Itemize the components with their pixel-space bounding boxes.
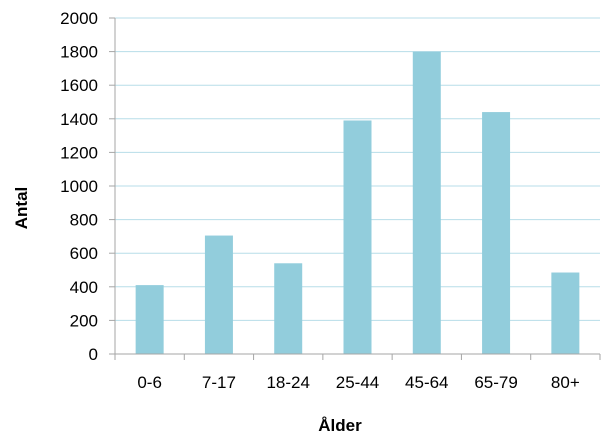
y-tick-label: 600 [70,244,98,263]
y-tick-labels: 0 200 400 600 800 1000 1200 1400 1600 1800 2000 [60,9,98,364]
y-tick-label: 1800 [60,43,98,62]
bar-80+ [551,272,580,354]
y-tick-label: 0 [89,345,98,364]
x-tick-label: 25-44 [336,373,379,392]
x-tick-label: 45-64 [405,373,448,392]
bar-65-79 [482,112,511,354]
y-tick-label: 1400 [60,110,98,129]
y-axis-title: Antal [12,187,31,230]
y-tick-label: 1000 [60,177,98,196]
x-tick-labels: 0-6 7-17 18-24 25-44 45-64 65-79 80+ [137,373,579,392]
x-tick-label: 0-6 [137,373,162,392]
bars [135,51,580,354]
y-tick-label: 2000 [60,9,98,28]
bar-25-44 [343,120,372,354]
axes [109,17,601,360]
x-tick-label: 80+ [551,373,580,392]
x-tick-label: 18-24 [266,373,309,392]
y-tick-label: 1600 [60,76,98,95]
x-axis-title: Ålder [318,416,362,435]
bar-45-64 [412,51,441,354]
bar-18-24 [274,263,303,354]
x-tick-label: 7-17 [202,373,236,392]
bar-7-17 [204,235,233,354]
x-tick-label: 65-79 [474,373,517,392]
y-tick-label: 1200 [60,143,98,162]
y-tick-label: 800 [70,211,98,230]
y-tick-label: 400 [70,278,98,297]
bar-0-6 [135,285,164,354]
y-tick-label: 200 [70,311,98,330]
